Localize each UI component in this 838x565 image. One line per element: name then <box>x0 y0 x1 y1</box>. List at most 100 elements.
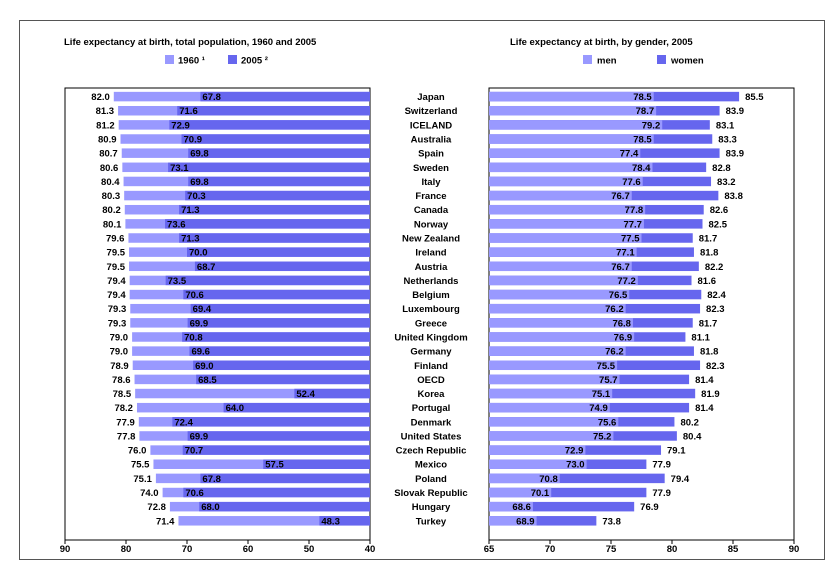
data-label-1960: 69.0 <box>195 361 214 372</box>
bar-men <box>489 374 620 385</box>
data-label-women: 81.4 <box>695 403 714 414</box>
left-legend-label-2005: 2005 ² <box>241 56 268 67</box>
data-label-women: 80.4 <box>683 431 702 442</box>
data-label-women: 83.9 <box>726 149 745 160</box>
bar-women <box>489 516 597 526</box>
data-label-women: 82.3 <box>706 304 725 315</box>
data-label-men: 70.8 <box>539 474 558 485</box>
data-label-1960: 69.8 <box>190 177 209 188</box>
bar-men <box>489 303 626 314</box>
data-label-men: 75.2 <box>593 431 612 442</box>
bar-1960 <box>187 247 370 257</box>
right-plot-area <box>488 87 795 541</box>
country-label: Netherlands <box>404 276 459 287</box>
bar-men <box>489 431 614 441</box>
data-label-1960: 64.0 <box>226 403 245 414</box>
country-label: Canada <box>414 205 449 216</box>
bar-women <box>489 473 665 484</box>
data-label-men: 76.7 <box>611 262 630 273</box>
bar-2005 <box>178 516 370 526</box>
bar-men <box>489 459 587 469</box>
bar-1960 <box>185 190 370 201</box>
data-label-women: 81.6 <box>698 276 717 287</box>
country-label: New Zealand <box>402 234 460 245</box>
data-label-1960: 68.0 <box>201 502 220 513</box>
data-label-men: 75.7 <box>599 375 618 386</box>
bar-men <box>489 247 637 257</box>
bar-men <box>489 346 626 356</box>
data-label-women: 83.3 <box>718 135 737 146</box>
data-label-2005: 78.5 <box>113 389 132 400</box>
data-label-men: 77.7 <box>623 219 642 230</box>
bar-women <box>489 487 647 498</box>
data-label-women: 82.2 <box>705 262 724 273</box>
data-label-2005: 79.0 <box>110 332 129 343</box>
data-label-women: 81.9 <box>701 389 720 400</box>
data-label-2005: 77.9 <box>116 417 135 428</box>
data-label-women: 81.7 <box>699 234 718 245</box>
data-label-1960: 69.4 <box>193 304 212 315</box>
chart-frame <box>19 20 825 560</box>
country-label: United States <box>401 431 462 442</box>
data-label-women: 79.4 <box>671 474 690 485</box>
data-label-2005: 81.3 <box>96 106 115 117</box>
bar-1960 <box>188 176 370 187</box>
data-label-2005: 79.3 <box>108 318 127 329</box>
data-label-1960: 52.4 <box>296 389 315 400</box>
left-x-tick-label: 50 <box>304 544 315 555</box>
data-label-1960: 70.0 <box>189 248 208 259</box>
data-label-women: 76.9 <box>640 502 659 513</box>
data-label-2005: 78.6 <box>112 375 131 386</box>
data-label-men: 77.4 <box>620 149 639 160</box>
data-label-1960: 73.1 <box>170 163 189 174</box>
data-label-women: 82.5 <box>709 219 728 230</box>
data-label-1960: 70.6 <box>185 488 204 499</box>
bar-men <box>489 388 613 399</box>
data-label-1960: 70.8 <box>184 332 203 343</box>
left-legend-swatch-1960 <box>165 55 174 64</box>
bar-men <box>489 148 641 158</box>
data-label-men: 75.6 <box>598 417 617 428</box>
data-label-2005: 79.5 <box>107 248 126 259</box>
data-label-2005: 75.5 <box>131 460 150 471</box>
country-label: Greece <box>415 318 447 329</box>
country-label: Norway <box>414 219 449 230</box>
country-label: Spain <box>418 149 444 160</box>
bar-men <box>489 487 552 498</box>
data-label-1960: 69.9 <box>190 431 209 442</box>
bar-1960 <box>169 120 370 130</box>
data-label-men: 76.8 <box>612 318 631 329</box>
right-x-tick-label: 65 <box>484 544 495 555</box>
data-label-men: 76.2 <box>605 304 624 315</box>
country-label: Austria <box>415 262 448 273</box>
data-label-men: 76.7 <box>611 191 630 202</box>
data-label-women: 83.8 <box>724 191 743 202</box>
data-label-women: 81.4 <box>695 375 714 386</box>
data-label-1960: 70.3 <box>187 191 206 202</box>
left-legend-swatch-2005 <box>228 55 237 64</box>
bar-1960 <box>187 431 370 441</box>
right-x-tick-label: 90 <box>789 544 800 555</box>
data-label-2005: 76.0 <box>128 446 147 457</box>
data-label-1960: 71.3 <box>181 205 200 216</box>
right-x-tick-label: 80 <box>667 544 678 555</box>
data-label-women: 81.8 <box>700 248 719 259</box>
data-label-2005: 82.0 <box>91 92 110 103</box>
bar-men <box>489 120 663 130</box>
data-label-1960: 70.6 <box>185 290 204 301</box>
data-label-men: 77.8 <box>625 205 644 216</box>
data-label-men: 78.5 <box>633 92 652 103</box>
left-plot-area <box>64 87 371 541</box>
data-label-1960: 57.5 <box>265 460 284 471</box>
data-label-2005: 80.4 <box>101 177 120 188</box>
left-chart-title: Life expectancy at birth, total populati… <box>64 37 317 48</box>
bar-1960 <box>263 459 370 469</box>
data-label-1960: 69.8 <box>190 149 209 160</box>
data-label-1960: 71.3 <box>181 234 200 245</box>
country-label: Australia <box>411 135 452 146</box>
bar-1960 <box>172 417 370 427</box>
data-label-1960: 48.3 <box>321 516 340 527</box>
data-label-2005: 80.2 <box>102 205 121 216</box>
country-label: Switzerland <box>405 106 458 117</box>
data-label-women: 82.8 <box>712 163 731 174</box>
